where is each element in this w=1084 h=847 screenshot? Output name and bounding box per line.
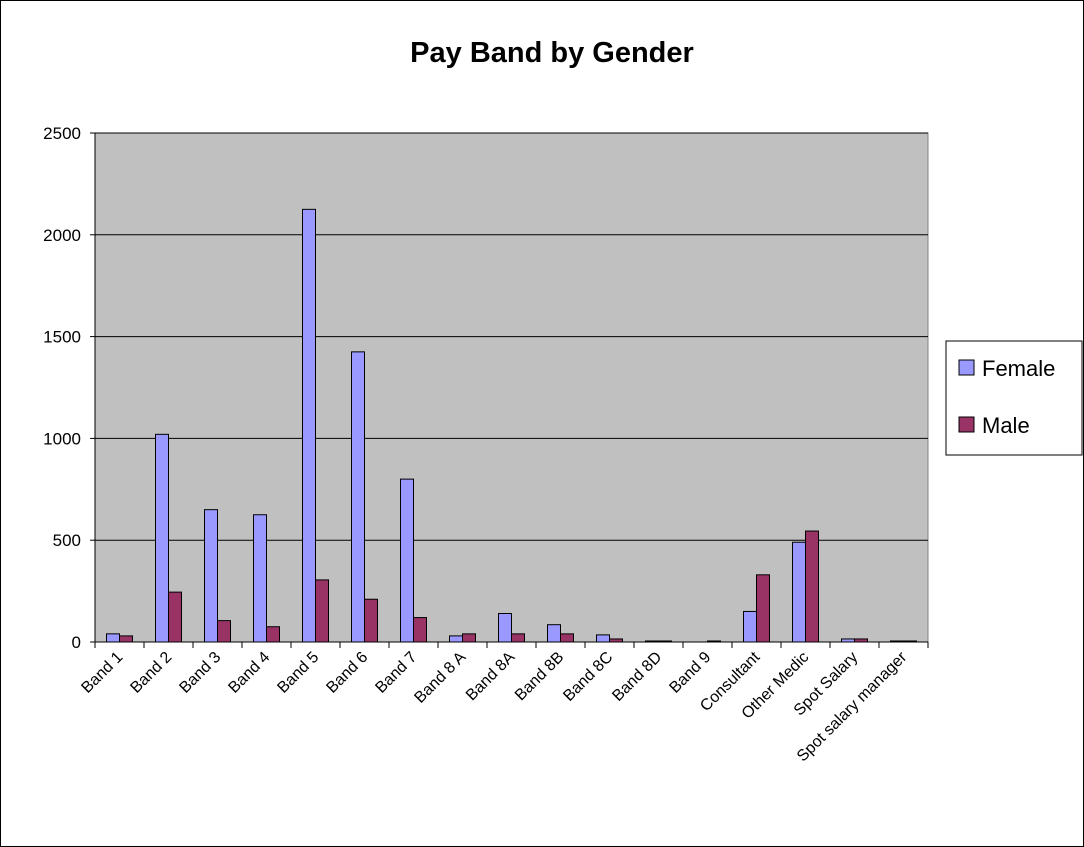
bar-male [315,579,329,643]
bar-male [805,530,819,643]
bar-female [253,514,267,643]
x-tick-label: Band 5 [274,649,322,697]
plot-area [94,132,929,643]
x-axis-ticks: Band 1 Band 2 Band 3 Band 4 Band 5 Band 6 Band… [78,642,929,765]
bar-female [792,541,806,643]
x-tick-label: Band 1 [78,649,126,697]
legend-label-male: Male [982,413,1030,438]
bar-female [890,640,904,643]
bar-male [854,638,868,643]
bar-female [449,635,463,643]
bar-male [511,633,525,643]
bar-male [217,620,231,643]
bar-male [462,633,476,643]
bar-female [841,638,855,643]
x-tick-label: Band 6 [323,649,371,697]
legend-label-female: Female [982,356,1055,381]
bar-female [204,509,218,643]
bar-female [498,612,512,643]
bar-male [560,633,574,643]
bar-female [743,610,757,643]
bar-female [400,478,414,643]
y-tick-label: 1500 [43,328,81,347]
gridlines [95,132,928,541]
bar-female [645,640,659,643]
y-tick-label: 500 [53,531,81,550]
bar-male [266,626,280,643]
chart-title: Pay Band by Gender [410,37,694,69]
bar-male [903,640,917,643]
x-tick-label: Band 8A [463,649,519,705]
legend: Female Male [945,340,1083,456]
x-tick-label: Band 4 [225,649,273,697]
bar-male [756,574,770,643]
y-axis-ticks: 0 500 1000 1500 2000 2500 [43,124,95,652]
bar-male [707,640,721,643]
x-tick-label: Band 8 A [411,649,469,707]
x-tick-label: Band 8B [512,649,567,704]
bar-female [351,351,365,643]
bar-male [364,598,378,643]
x-tick-label: Band 8D [609,649,665,705]
y-tick-label: 2000 [43,226,81,245]
x-tick-label: Band 2 [127,649,175,697]
bar-male [658,640,672,643]
bar-male [168,591,182,643]
bar-female [106,633,120,643]
x-tick-label: Band 8C [560,649,616,705]
bar-female [596,634,610,643]
bar-male [609,638,623,643]
bar-male [413,617,427,643]
y-tick-label: 1000 [43,429,81,448]
bar-female [302,208,316,643]
bars [106,208,917,643]
bar-female [547,624,561,643]
y-tick-label: 0 [72,633,81,652]
legend-swatch-male [958,416,975,433]
bar-male [119,635,133,643]
bar-female [155,433,169,643]
x-tick-label: Band 7 [372,649,420,697]
legend-swatch-female [958,359,975,376]
x-tick-label: Band 9 [666,649,714,697]
y-tick-label: 2500 [43,124,81,143]
x-tick-label: Band 3 [176,649,224,697]
